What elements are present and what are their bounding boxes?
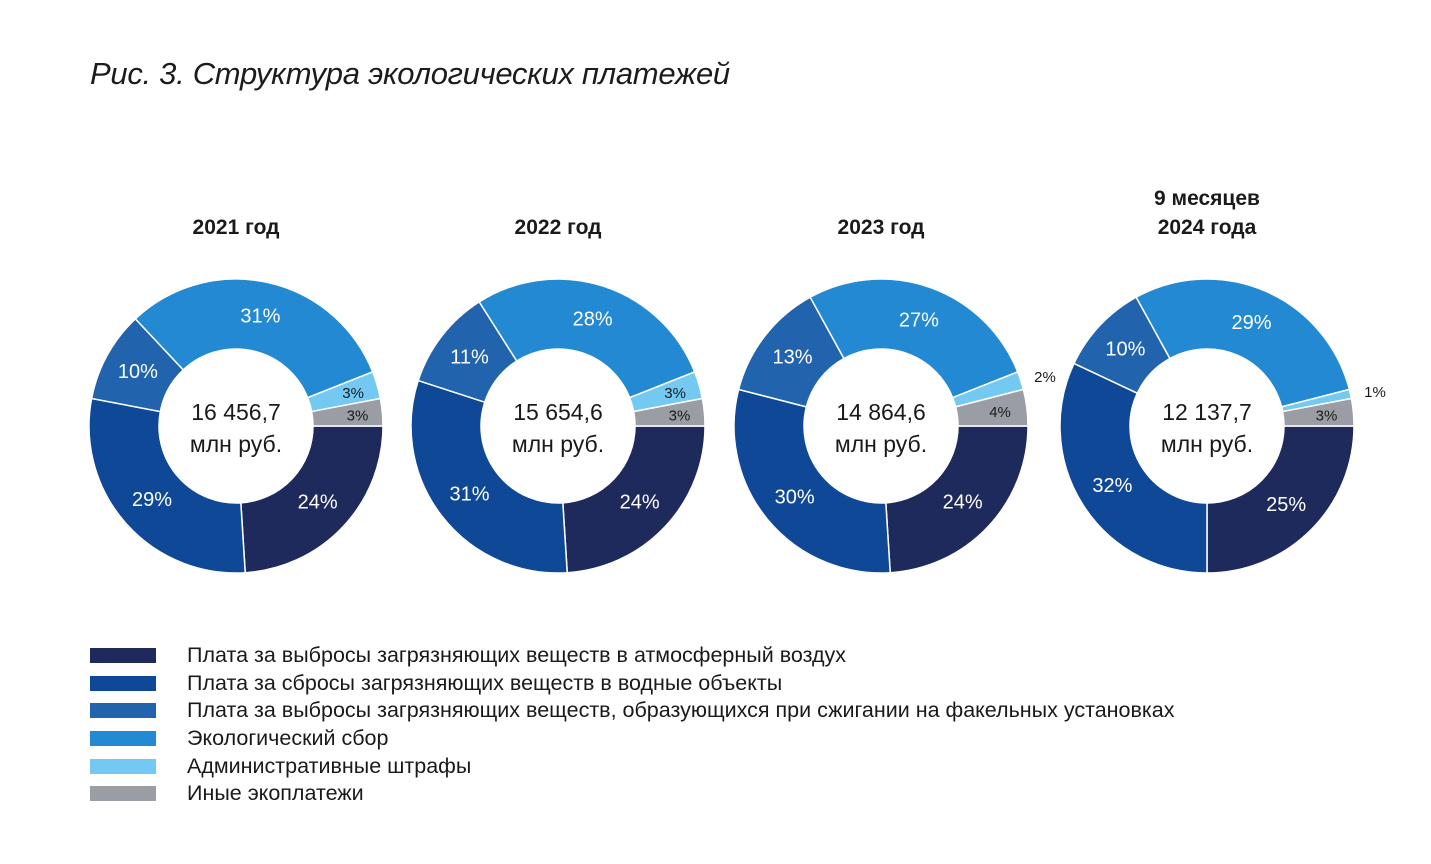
donut-slice-eco (809, 278, 1019, 399)
legend-swatch (90, 703, 156, 719)
donut-slice-other (1281, 397, 1355, 427)
legend-item: Плата за выбросы загрязняющих веществ в … (90, 642, 1175, 670)
donut-chart: 2022 год 24% 31% 11% 28% 3% 3% 15 654,6 млн руб. (410, 216, 706, 574)
slice-label: 24% (298, 492, 338, 514)
donut-slice-air (1206, 425, 1355, 574)
legend: Плата за выбросы загрязняющих веществ в … (90, 642, 1175, 808)
donut-slice-other (632, 397, 706, 427)
legend-swatch (90, 786, 156, 802)
donut-slice-air (885, 425, 1029, 574)
slice-label: 31% (449, 484, 489, 506)
legend-item: Плата за сбросы загрязняющих веществ в в… (90, 670, 1175, 698)
chart-title: 2024 года (1158, 216, 1257, 239)
slice-label: 4% (989, 404, 1011, 421)
center-total: млн руб. (835, 431, 927, 457)
slice-label: 29% (132, 489, 172, 511)
slice-label: 2% (1034, 369, 1056, 386)
slice-label: 3% (1316, 408, 1338, 425)
legend-label: Плата за сбросы загрязняющих веществ в в… (187, 670, 783, 695)
chart-title: 9 месяцев (1154, 187, 1260, 210)
slice-label: 3% (347, 408, 369, 425)
center-total: 12 137,7 (1162, 399, 1252, 425)
slice-label: 13% (772, 346, 812, 368)
chart-title: 2021 год (193, 216, 280, 239)
donut-charts: 2021 год 24% 29% 10% 31% 3% 3% 16 456,7 млн руб.… (88, 187, 1386, 574)
donut-slice-eco (478, 278, 696, 399)
chart-title: 2023 год (838, 216, 925, 239)
slice-label: 25% (1266, 494, 1306, 516)
donut-chart: 2021 год 24% 29% 10% 31% 3% 3% 16 456,7 млн руб. (88, 216, 384, 574)
donut-chart: 2023 год 24% 30% 13% 27% 2% 4% 14 864,6 млн руб. (733, 216, 1056, 574)
legend-item: Иные экоплатежи (90, 780, 1175, 808)
center-total: 15 654,6 (513, 399, 603, 425)
donut-slice-water (88, 397, 247, 574)
slice-label: 1% (1364, 384, 1386, 401)
slice-label: 29% (1231, 312, 1271, 334)
donut-slice-water (410, 379, 569, 574)
legend-item: Административные штрафы (90, 752, 1175, 780)
legend-swatch (90, 648, 156, 664)
figure-title: Рис. 3. Структура экологических платежей (90, 56, 730, 91)
legend-swatch (90, 731, 156, 747)
slice-label: 30% (775, 486, 815, 508)
legend-label: Плата за выбросы загрязняющих веществ в … (187, 643, 847, 668)
donut-slice-water (733, 388, 892, 574)
donut-slice-air (240, 425, 384, 574)
slice-label: 3% (669, 408, 691, 425)
legend-label: Административные штрафы (187, 753, 472, 778)
donut-slice-eco (134, 278, 374, 399)
slice-label: 31% (240, 306, 280, 328)
donut-slice-other (310, 397, 384, 427)
slice-label: 24% (620, 492, 660, 514)
slice-label: 32% (1092, 475, 1132, 497)
donut-slice-air (562, 425, 706, 574)
legend-swatch (90, 758, 156, 774)
center-total: млн руб. (190, 431, 282, 457)
slice-label: 27% (899, 310, 939, 332)
slice-label: 11% (450, 346, 489, 368)
legend-item: Плата за выбросы загрязняющих веществ, о… (90, 697, 1175, 725)
donut-chart: 9 месяцев 2024 года 25% 32% 10% 29% 1% 3% 12 137… (1059, 187, 1386, 574)
slice-label: 28% (573, 308, 613, 330)
legend-label: Плата за выбросы загрязняющих веществ, о… (187, 698, 1175, 723)
slice-label: 3% (664, 385, 686, 402)
center-total: 16 456,7 (191, 399, 281, 425)
slice-label: 24% (943, 492, 983, 514)
legend-label: Экологический сбор (187, 726, 389, 751)
slice-label: 10% (1105, 338, 1145, 360)
chart-title: 2022 год (515, 216, 602, 239)
center-total: млн руб. (512, 431, 604, 457)
slice-label: 3% (342, 385, 364, 402)
center-total: млн руб. (1161, 431, 1253, 457)
donut-slice-other (954, 388, 1029, 427)
slice-label: 10% (118, 361, 158, 383)
center-total: 14 864,6 (836, 399, 926, 425)
legend-swatch (90, 675, 156, 691)
donut-slice-eco (1135, 278, 1351, 408)
legend-item: Экологический сбор (90, 725, 1175, 753)
donut-slice-water (1059, 362, 1208, 574)
legend-label: Иные экоплатежи (187, 781, 364, 806)
